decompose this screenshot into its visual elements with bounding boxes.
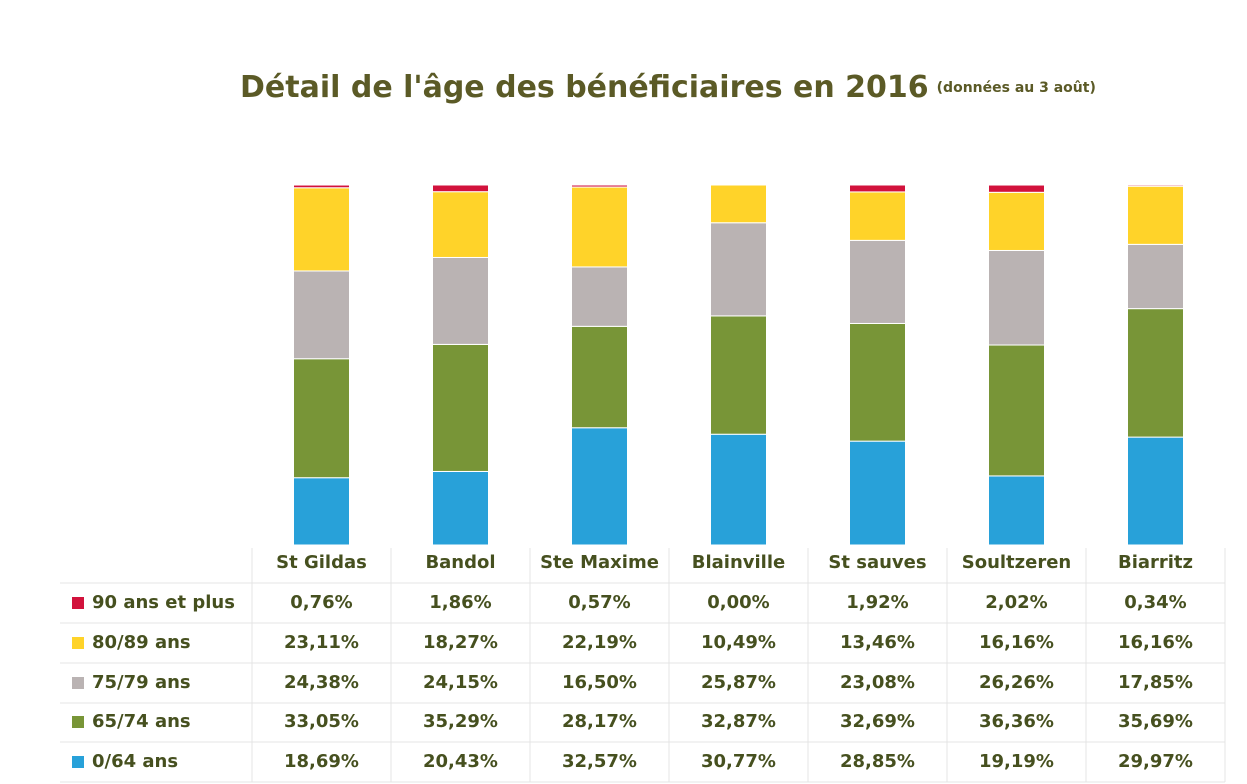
value-label: 35,29% <box>423 711 498 732</box>
value-label: 0,76% <box>290 592 352 613</box>
bar-segment <box>1127 184 1184 187</box>
category-label: Biarritz <box>1118 552 1193 573</box>
value-label: 25,87% <box>701 672 776 693</box>
bar-segment <box>988 249 1045 346</box>
bar-segment <box>432 470 489 546</box>
bar-segment <box>988 344 1045 477</box>
legend-label: 90 ans et plus <box>92 592 235 613</box>
category-label: Bandol <box>425 552 495 573</box>
category-label: Soultzeren <box>962 552 1072 573</box>
value-label: 30,77% <box>701 751 776 772</box>
value-label: 36,36% <box>979 711 1054 732</box>
value-label: 32,57% <box>562 751 637 772</box>
bar-segment <box>849 191 906 241</box>
legend-swatch <box>72 716 84 728</box>
value-label: 1,86% <box>429 592 491 613</box>
bar-segment <box>988 475 1045 546</box>
category-label: Blainville <box>692 552 785 573</box>
value-label: 16,16% <box>979 632 1054 653</box>
value-label: 23,08% <box>840 672 915 693</box>
bar-segment <box>710 433 767 546</box>
category-label: Ste Maxime <box>540 552 659 573</box>
legend-swatch <box>72 756 84 768</box>
bar-segment <box>571 186 628 268</box>
value-label: 16,50% <box>562 672 637 693</box>
value-label: 28,17% <box>562 711 637 732</box>
legend-label: 65/74 ans <box>92 711 191 732</box>
bar-segment <box>710 222 767 317</box>
value-label: 16,16% <box>1118 632 1193 653</box>
bar-segment <box>1127 436 1184 546</box>
bar-segment <box>293 187 350 272</box>
value-label: 10,49% <box>701 632 776 653</box>
bar-segment <box>849 440 906 546</box>
legend-swatch <box>72 637 84 649</box>
value-label: 33,05% <box>284 711 359 732</box>
bar-segment <box>293 358 350 479</box>
value-label: 24,15% <box>423 672 498 693</box>
chart-title: Détail de l'âge des bénéficiaires en 201… <box>240 70 1096 105</box>
bar-segment <box>1127 185 1184 245</box>
bar-segment <box>988 184 1045 193</box>
bar-segment <box>432 184 489 193</box>
subtitle: (données au 3 août) <box>937 80 1096 96</box>
legend-label: 0/64 ans <box>92 751 178 772</box>
value-label: 1,92% <box>846 592 908 613</box>
value-label: 0,57% <box>568 592 630 613</box>
bar-segment <box>571 325 628 429</box>
bar-segment <box>293 270 350 360</box>
bar-segment <box>849 322 906 442</box>
value-label: 17,85% <box>1118 672 1193 693</box>
bar-segment <box>571 184 628 188</box>
value-label: 26,26% <box>979 672 1054 693</box>
bar-segment <box>1127 308 1184 438</box>
value-label: 2,02% <box>985 592 1047 613</box>
value-label: 28,85% <box>840 751 915 772</box>
legend-label: 75/79 ans <box>92 672 191 693</box>
value-label: 32,69% <box>840 711 915 732</box>
value-label: 19,19% <box>979 751 1054 772</box>
bar-segment <box>432 256 489 345</box>
bar-segment <box>849 239 906 324</box>
title: Détail de l'âge des bénéficiaires en 201… <box>240 70 929 105</box>
value-label: 29,97% <box>1118 751 1193 772</box>
bar-segment <box>293 477 350 546</box>
bar-segment <box>432 191 489 258</box>
value-label: 18,27% <box>423 632 498 653</box>
value-label: 0,00% <box>707 592 769 613</box>
value-label: 23,11% <box>284 632 359 653</box>
value-label: 20,43% <box>423 751 498 772</box>
bar-segment <box>1127 243 1184 310</box>
bar-segment <box>571 427 628 546</box>
value-label: 0,34% <box>1124 592 1186 613</box>
bar-segment <box>988 191 1045 251</box>
value-label: 24,38% <box>284 672 359 693</box>
bar-segment <box>710 315 767 435</box>
legend-label: 80/89 ans <box>92 632 191 653</box>
value-label: 13,46% <box>840 632 915 653</box>
bar-segment <box>849 184 906 193</box>
bar-segment <box>293 184 350 189</box>
bar-segment <box>571 266 628 327</box>
category-label: St sauves <box>828 552 926 573</box>
bar-segment <box>432 343 489 472</box>
category-label: St Gildas <box>276 552 367 573</box>
bar-segment <box>710 184 767 224</box>
value-label: 18,69% <box>284 751 359 772</box>
legend-swatch <box>72 597 84 609</box>
value-label: 32,87% <box>701 711 776 732</box>
legend-swatch <box>72 677 84 689</box>
value-label: 22,19% <box>562 632 637 653</box>
value-label: 35,69% <box>1118 711 1193 732</box>
